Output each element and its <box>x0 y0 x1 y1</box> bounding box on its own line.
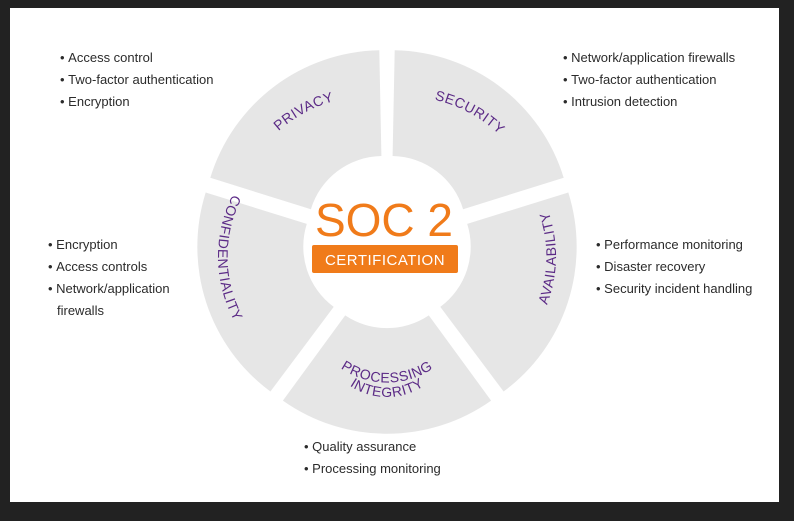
processing-list: Quality assurance Processing monitoring <box>304 436 441 480</box>
certification-text: CERTIFICATION <box>325 252 445 269</box>
segment-confidentiality <box>197 192 334 392</box>
privacy-list: Access control Two-factor authentication… <box>60 47 213 113</box>
segment-privacy <box>210 50 382 210</box>
list-item: Two-factor authentication <box>563 69 735 91</box>
certification-badge <box>312 245 458 273</box>
soc2-title: SOC 2 <box>315 194 453 246</box>
list-item: Quality assurance <box>304 436 441 458</box>
segment-processing-integrity <box>282 315 492 434</box>
segment-availability <box>440 192 577 392</box>
availability-list: Performance monitoring Disaster recovery… <box>596 234 752 300</box>
list-item: Network/application firewalls <box>48 278 198 322</box>
diagram-panel: Access control Two-factor authentication… <box>10 8 779 502</box>
list-item: Intrusion detection <box>563 91 735 113</box>
list-item: Encryption <box>48 234 198 256</box>
list-item: Performance monitoring <box>596 234 752 256</box>
list-item: Two-factor authentication <box>60 69 213 91</box>
list-item: Disaster recovery <box>596 256 752 278</box>
list-item: Security incident handling <box>596 278 752 300</box>
security-list: Network/application firewalls Two-factor… <box>563 47 735 113</box>
list-item: Access control <box>60 47 213 69</box>
list-item: Access controls <box>48 256 198 278</box>
segment-security <box>392 50 564 210</box>
list-item: Encryption <box>60 91 213 113</box>
list-item: Processing monitoring <box>304 458 441 480</box>
confidentiality-list: Encryption Access controls Network/appli… <box>48 234 198 322</box>
soc2-wheel: PRIVACY SECURITY AVAILABILITY PROCESSING… <box>197 50 577 434</box>
list-item: Network/application firewalls <box>563 47 735 69</box>
